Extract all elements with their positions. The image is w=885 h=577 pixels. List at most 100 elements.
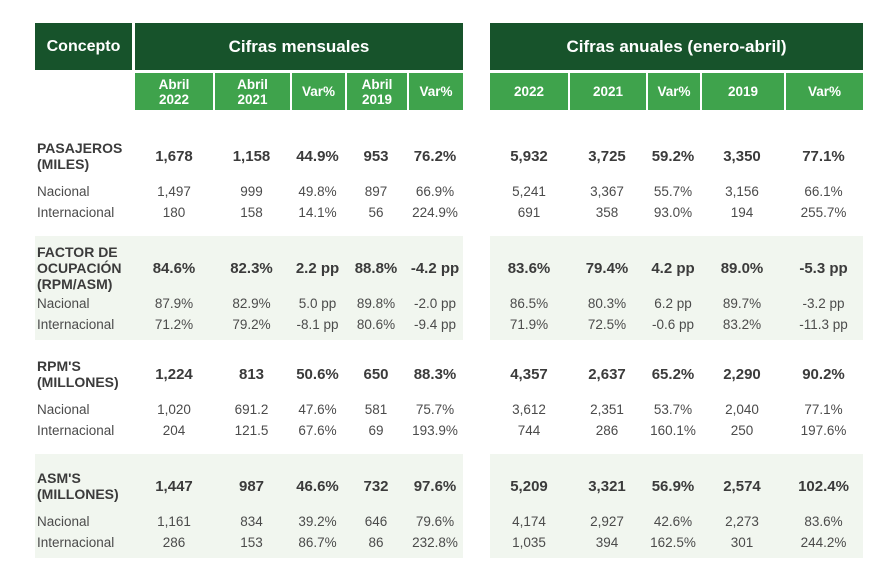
table-group-header-row: Concepto Cifras mensuales Cifras anuales… (35, 23, 885, 70)
column-header: Var% (290, 73, 345, 110)
value-cell: -2.0 pp (413, 296, 457, 311)
row-label: Internacional (37, 317, 115, 332)
section-rpms: RPM'S (MILLONES) 1,224 813 50.6% 650 88.… (0, 349, 885, 441)
value-cell: 2,574 (723, 477, 761, 495)
group-gap (463, 511, 490, 532)
value-cell: 286 (162, 535, 186, 550)
value-cell: 1,224 (155, 365, 193, 383)
group-gap (463, 532, 490, 553)
value-cell: 56 (368, 205, 384, 220)
value-cell: 5,932 (510, 147, 548, 165)
value-cell: 646 (364, 514, 388, 529)
section-total-row: ASM'S (MILLONES) 1,447 987 46.6% 732 97.… (35, 461, 885, 511)
value-cell: 42.6% (653, 514, 693, 529)
value-cell: 72.5% (587, 317, 627, 332)
section-highlight-right (490, 236, 863, 340)
value-cell: 39.2% (298, 514, 337, 529)
value-cell: 5.0 pp (298, 296, 337, 311)
value-cell: 255.7% (800, 205, 847, 220)
value-cell: 102.4% (798, 477, 849, 495)
section-total-row: RPM'S (MILLONES) 1,224 813 50.6% 650 88.… (35, 349, 885, 399)
value-cell: 90.2% (802, 365, 845, 383)
group-gap (463, 181, 490, 202)
value-cell: 158 (240, 205, 263, 220)
value-cell: 3,725 (588, 147, 626, 165)
column-header: Abril 2022 (135, 73, 213, 110)
value-cell: 204 (162, 423, 186, 438)
value-cell: 80.6% (356, 317, 396, 332)
value-cell: 93.0% (653, 205, 693, 220)
table-row: Internacional 204 121.5 67.6% 69 193.9% … (35, 420, 885, 441)
value-cell: -5.3 pp (799, 259, 848, 277)
table-column-header-row: Abril 2022 Abril 2021 Var% Abril 2019 Va… (35, 73, 885, 110)
value-cell: 732 (363, 477, 389, 495)
value-cell: 1,161 (157, 514, 191, 529)
value-cell: 3,612 (512, 402, 546, 417)
value-cell: 301 (730, 535, 754, 550)
value-cell: -0.6 pp (651, 317, 695, 332)
value-cell: 77.1% (802, 147, 845, 165)
metric-title: RPM'S (MILLONES) (37, 358, 119, 390)
value-cell: 69 (368, 423, 384, 438)
value-cell: 691 (517, 205, 541, 220)
value-cell: 80.3% (587, 296, 627, 311)
value-cell: 86.5% (509, 296, 549, 311)
group-gap (463, 131, 490, 181)
value-cell: 79.2% (232, 317, 271, 332)
group-gap (463, 420, 490, 441)
value-cell: 88.8% (354, 259, 398, 277)
value-cell: 47.6% (298, 402, 337, 417)
table-row: Nacional 1,161 834 39.2% 646 79.6% 4,174… (35, 511, 885, 532)
column-header: 2021 (568, 73, 646, 110)
table-row: Internacional 286 153 86.7% 86 232.8% 1,… (35, 532, 885, 553)
value-cell: 86.7% (298, 535, 337, 550)
value-cell: 71.2% (154, 317, 194, 332)
value-cell: 66.1% (804, 184, 843, 199)
section-asms: ASM'S (MILLONES) 1,447 987 46.6% 732 97.… (0, 454, 885, 558)
value-cell: 83.6% (804, 514, 843, 529)
value-cell: 79.4% (585, 259, 629, 277)
group-gap (463, 314, 490, 335)
table-row: Internacional 180 158 14.1% 56 224.9% 69… (35, 202, 885, 223)
value-cell: 834 (240, 514, 263, 529)
value-cell: 59.2% (651, 147, 695, 165)
value-cell: 83.2% (722, 317, 762, 332)
value-cell: 3,156 (725, 184, 759, 199)
value-cell: 999 (240, 184, 263, 199)
value-cell: 89.7% (722, 296, 762, 311)
value-cell: 358 (595, 205, 619, 220)
table-row: Internacional 71.2% 79.2% -8.1 pp 80.6% … (35, 314, 885, 335)
value-cell: 197.6% (800, 423, 847, 438)
concepto-header: Concepto (35, 23, 135, 70)
value-cell: 2,927 (590, 514, 624, 529)
group-gap (463, 461, 490, 511)
value-cell: 14.1% (298, 205, 337, 220)
value-cell: 83.6% (507, 259, 551, 277)
table-row: Nacional 87.9% 82.9% 5.0 pp 89.8% -2.0 p… (35, 293, 885, 314)
value-cell: -8.1 pp (296, 317, 339, 332)
value-cell: 650 (363, 365, 389, 383)
value-cell: 1,497 (157, 184, 191, 199)
value-cell: 77.1% (804, 402, 843, 417)
value-cell: -11.3 pp (799, 317, 848, 332)
value-cell: 194 (730, 205, 754, 220)
value-cell: 232.8% (412, 535, 458, 550)
group-gap (463, 202, 490, 223)
group-gap (463, 23, 490, 70)
value-cell: 53.7% (653, 402, 693, 417)
value-cell: 2,273 (725, 514, 759, 529)
value-cell: 2.2 pp (295, 259, 340, 277)
value-cell: 2,290 (723, 365, 761, 383)
group-gap (463, 73, 490, 110)
value-cell: 1,678 (155, 147, 193, 165)
row-label: Internacional (37, 535, 115, 550)
value-cell: 65.2% (651, 365, 695, 383)
row-label: Nacional (37, 514, 90, 529)
section-total-row: PASAJEROS (MILES) 1,678 1,158 44.9% 953 … (35, 131, 885, 181)
value-cell: 2,040 (725, 402, 759, 417)
value-cell: 3,321 (588, 477, 626, 495)
value-cell: 44.9% (296, 147, 339, 165)
value-cell: 87.9% (154, 296, 194, 311)
section-highlight-right (490, 454, 863, 558)
